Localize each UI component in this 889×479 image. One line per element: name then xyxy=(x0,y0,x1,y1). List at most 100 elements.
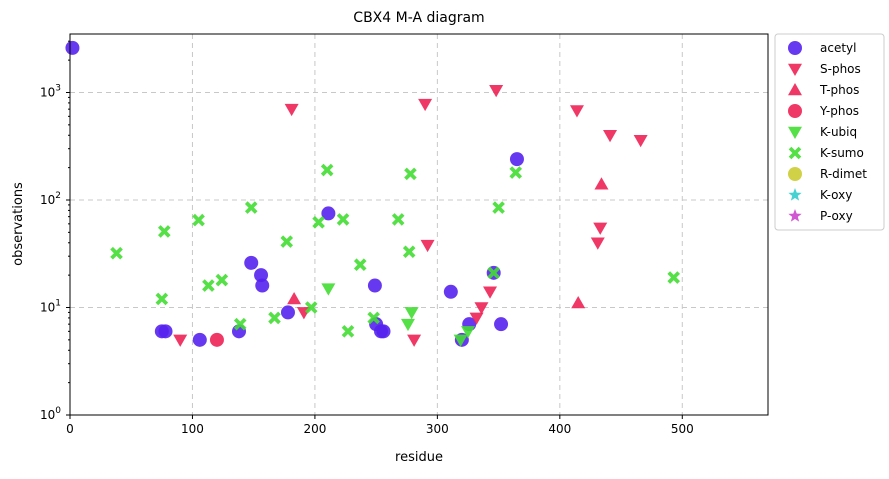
data-point xyxy=(312,216,325,229)
data-point xyxy=(483,286,498,299)
legend-marker xyxy=(788,83,802,96)
data-point xyxy=(571,296,586,309)
legend-label: P-oxy xyxy=(820,209,853,223)
y-tick-label: 102 xyxy=(40,191,61,207)
legend: acetyl S-phos T-phos Y-phos K-ubiq K-sumo R-di… xyxy=(774,33,885,231)
legend-item-k-ubiq: K-ubiq xyxy=(788,125,857,139)
legend-marker xyxy=(788,209,802,222)
legend-item-r-dimet: R-dimet xyxy=(788,167,867,181)
data-point xyxy=(192,332,207,347)
data-point xyxy=(202,279,215,292)
legend-item-acetyl: acetyl xyxy=(788,41,856,55)
data-point xyxy=(157,225,171,238)
legend-label: S-phos xyxy=(820,62,861,76)
data-point xyxy=(590,237,605,250)
x-tick-label: 200 xyxy=(303,422,326,436)
series-s-phos xyxy=(173,84,648,347)
legend-label: acetyl xyxy=(820,41,856,55)
data-point xyxy=(173,334,188,347)
data-point xyxy=(321,206,336,221)
data-point xyxy=(594,177,609,190)
legend-label: K-sumo xyxy=(820,146,864,160)
data-point xyxy=(110,246,123,260)
y-tick-label: 100 xyxy=(40,406,61,422)
data-point xyxy=(233,317,247,331)
data-point xyxy=(633,134,648,148)
data-point xyxy=(420,239,435,253)
data-point xyxy=(667,271,681,284)
data-point xyxy=(474,302,489,315)
axis-ticks: 0 100 200 300 400 500 100 101 102 103 xyxy=(40,40,694,436)
data-point xyxy=(158,324,173,339)
legend-marker xyxy=(788,188,802,201)
data-point xyxy=(244,255,259,270)
data-point xyxy=(155,292,169,306)
legend-item-k-sumo: K-sumo xyxy=(788,146,864,160)
data-point xyxy=(255,278,270,293)
data-point xyxy=(494,317,509,332)
legend-box xyxy=(774,33,885,231)
data-point xyxy=(453,334,468,347)
data-point xyxy=(509,152,524,167)
data-point xyxy=(593,222,608,235)
plot-area-frame xyxy=(69,33,769,416)
data-point xyxy=(304,301,318,314)
data-point xyxy=(469,312,484,325)
data-point xyxy=(367,311,380,325)
data-point xyxy=(402,245,416,259)
legend-label: K-oxy xyxy=(820,188,852,202)
data-point xyxy=(460,326,475,339)
data-point xyxy=(404,167,417,181)
data-point xyxy=(280,305,295,320)
legend-item-p-oxy: P-oxy xyxy=(788,209,853,223)
data-point xyxy=(268,311,281,325)
legend-marker xyxy=(788,63,802,76)
data-point xyxy=(287,291,302,305)
data-point xyxy=(569,105,584,118)
chart-title: CBX4 M-A diagram xyxy=(353,10,484,26)
series-y-phos xyxy=(209,332,224,347)
data-point xyxy=(320,163,334,177)
data-point xyxy=(65,40,80,55)
legend-marker xyxy=(788,126,802,139)
legend-label: T-phos xyxy=(819,83,859,97)
data-points xyxy=(65,40,681,347)
legend-marker xyxy=(788,146,802,160)
data-point xyxy=(509,166,523,179)
series-k-ubiq xyxy=(321,283,475,347)
series-t-phos xyxy=(287,177,609,309)
legend-label: Y-phos xyxy=(819,104,859,118)
legend-item-t-phos: T-phos xyxy=(788,83,859,97)
legend-item-s-phos: S-phos xyxy=(788,62,861,76)
y-axis-label: observations xyxy=(11,182,26,266)
x-tick-label: 400 xyxy=(548,422,571,436)
data-point xyxy=(336,213,350,226)
data-point xyxy=(367,278,382,293)
x-tick-label: 100 xyxy=(181,422,204,436)
y-tick-label: 103 xyxy=(40,83,61,99)
data-point xyxy=(341,325,355,338)
grid xyxy=(70,34,768,415)
data-point xyxy=(284,103,299,117)
data-point xyxy=(489,84,504,98)
data-point xyxy=(353,258,367,272)
data-point xyxy=(376,324,391,339)
data-point xyxy=(418,98,433,112)
x-tick-label: 0 xyxy=(66,422,74,436)
y-tick-label: 101 xyxy=(40,298,61,314)
legend-item-y-phos: Y-phos xyxy=(788,104,859,118)
legend-label: R-dimet xyxy=(820,167,867,181)
x-axis-label: residue xyxy=(395,450,443,465)
x-tick-label: 300 xyxy=(426,422,449,436)
series-k-sumo xyxy=(110,163,681,338)
data-point xyxy=(391,213,405,226)
data-point xyxy=(487,266,500,280)
data-point xyxy=(209,332,224,347)
legend-marker xyxy=(788,167,802,181)
data-point xyxy=(404,307,419,320)
data-point xyxy=(400,318,415,332)
data-point xyxy=(603,130,618,143)
data-point xyxy=(280,235,294,248)
legend-label: K-ubiq xyxy=(820,125,857,139)
